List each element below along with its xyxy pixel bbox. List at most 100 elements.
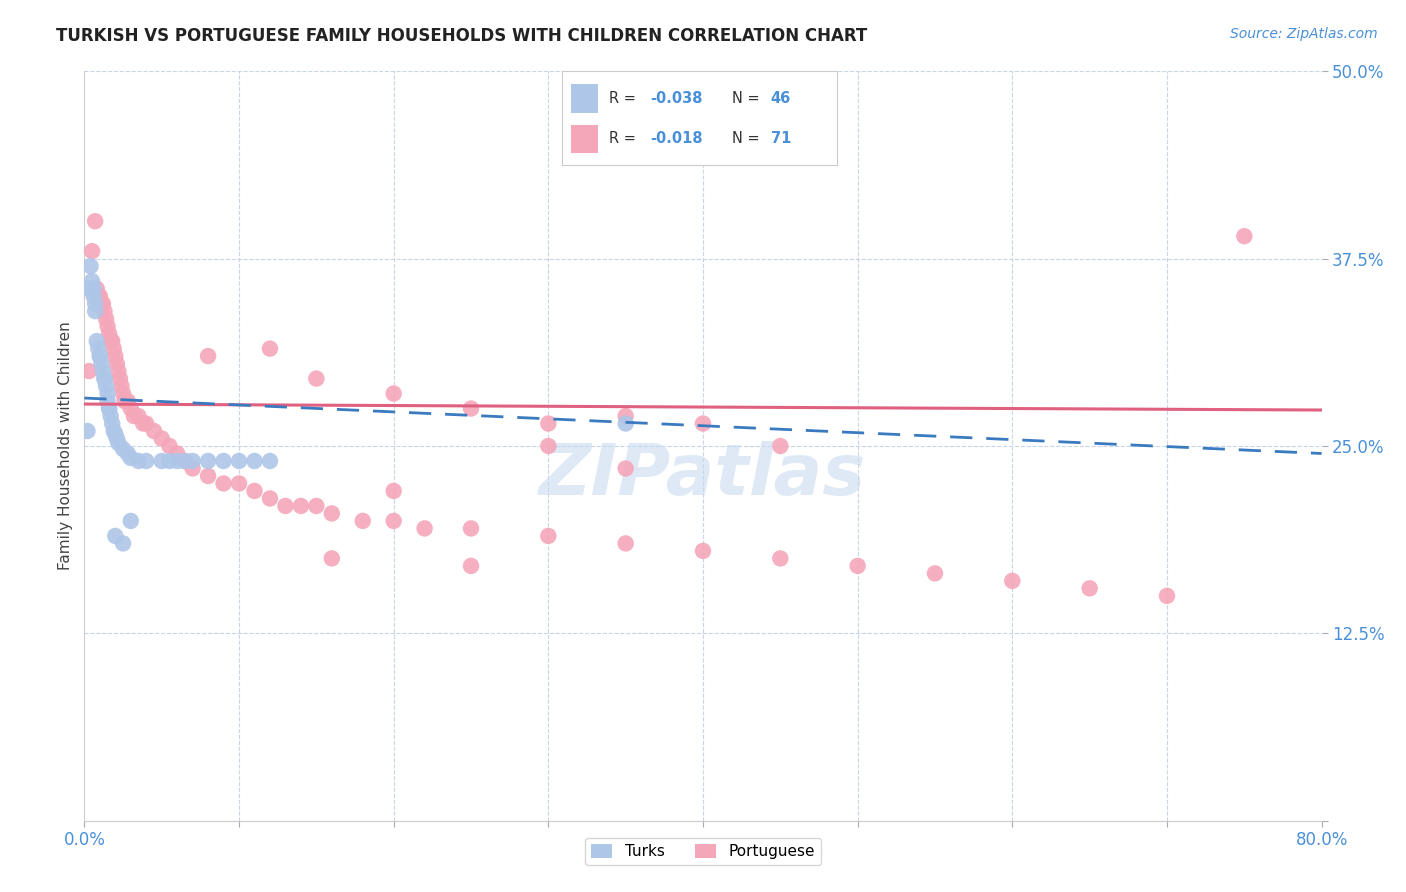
- Point: [924, 566, 946, 581]
- Point: [305, 371, 328, 385]
- Text: -0.038: -0.038: [650, 91, 703, 106]
- Point: [692, 544, 714, 558]
- Point: [91, 364, 114, 378]
- Point: [259, 342, 281, 356]
- Point: [107, 364, 129, 378]
- Legend: Turks, Portuguese: Turks, Portuguese: [585, 838, 821, 865]
- Point: [100, 334, 122, 348]
- Point: [89, 349, 111, 363]
- Point: [90, 357, 112, 371]
- Point: [181, 454, 204, 468]
- Point: [108, 371, 131, 385]
- Point: [90, 296, 112, 310]
- Text: -0.018: -0.018: [650, 131, 703, 146]
- Text: Source: ZipAtlas.com: Source: ZipAtlas.com: [1230, 27, 1378, 41]
- Point: [105, 357, 128, 371]
- Point: [82, 274, 104, 288]
- Point: [87, 289, 110, 303]
- Point: [100, 409, 122, 423]
- Text: 46: 46: [770, 91, 792, 106]
- Point: [98, 401, 121, 416]
- Point: [96, 319, 118, 334]
- Point: [537, 417, 560, 431]
- Point: [321, 507, 343, 521]
- Point: [537, 439, 560, 453]
- Point: [166, 446, 188, 460]
- Point: [96, 394, 118, 409]
- Text: N =: N =: [733, 91, 765, 106]
- Point: [174, 454, 197, 468]
- Point: [84, 296, 107, 310]
- Point: [87, 342, 110, 356]
- Point: [321, 551, 343, 566]
- Point: [1233, 229, 1256, 244]
- Point: [143, 424, 166, 438]
- Point: [83, 289, 105, 303]
- Point: [117, 394, 139, 409]
- Point: [769, 439, 792, 453]
- Point: [98, 401, 121, 416]
- Text: R =: R =: [609, 131, 641, 146]
- Point: [460, 401, 482, 416]
- Point: [1156, 589, 1178, 603]
- Point: [89, 289, 111, 303]
- Point: [83, 282, 105, 296]
- Point: [460, 558, 482, 573]
- Point: [614, 461, 637, 475]
- Point: [150, 454, 173, 468]
- Point: [127, 454, 149, 468]
- Point: [94, 311, 117, 326]
- Point: [112, 442, 135, 456]
- Point: [101, 417, 124, 431]
- Point: [105, 432, 128, 446]
- Point: [692, 417, 714, 431]
- Point: [769, 551, 792, 566]
- Point: [96, 386, 118, 401]
- Point: [382, 514, 405, 528]
- Point: [352, 514, 374, 528]
- Point: [94, 379, 117, 393]
- Point: [159, 454, 180, 468]
- Point: [120, 401, 142, 416]
- Point: [103, 342, 125, 356]
- Point: [120, 514, 142, 528]
- Point: [181, 461, 204, 475]
- Point: [93, 371, 115, 385]
- Point: [93, 304, 115, 318]
- Point: [110, 379, 132, 393]
- Point: [101, 334, 124, 348]
- FancyBboxPatch shape: [571, 125, 598, 153]
- Text: ZIPatlas: ZIPatlas: [540, 442, 866, 510]
- Text: TURKISH VS PORTUGUESE FAMILY HOUSEHOLDS WITH CHILDREN CORRELATION CHART: TURKISH VS PORTUGUESE FAMILY HOUSEHOLDS …: [56, 27, 868, 45]
- Point: [122, 409, 145, 423]
- Text: N =: N =: [733, 131, 765, 146]
- Point: [159, 439, 180, 453]
- Point: [846, 558, 869, 573]
- Point: [259, 491, 281, 506]
- Point: [132, 417, 155, 431]
- Point: [305, 499, 328, 513]
- Point: [212, 454, 235, 468]
- Point: [243, 454, 266, 468]
- Text: 71: 71: [770, 131, 792, 146]
- Point: [259, 454, 281, 468]
- Point: [174, 454, 197, 468]
- Point: [86, 334, 108, 348]
- Y-axis label: Family Households with Children: Family Households with Children: [58, 322, 73, 570]
- Point: [382, 483, 405, 498]
- Point: [114, 394, 136, 409]
- Point: [77, 364, 100, 378]
- Point: [228, 476, 250, 491]
- Point: [197, 349, 219, 363]
- Point: [614, 536, 637, 550]
- Point: [1078, 582, 1101, 596]
- Point: [77, 282, 100, 296]
- Point: [89, 349, 111, 363]
- Point: [84, 214, 107, 228]
- Point: [614, 409, 637, 423]
- Point: [290, 499, 312, 513]
- Point: [212, 476, 235, 491]
- Point: [413, 521, 436, 535]
- Point: [82, 244, 104, 259]
- Point: [228, 454, 250, 468]
